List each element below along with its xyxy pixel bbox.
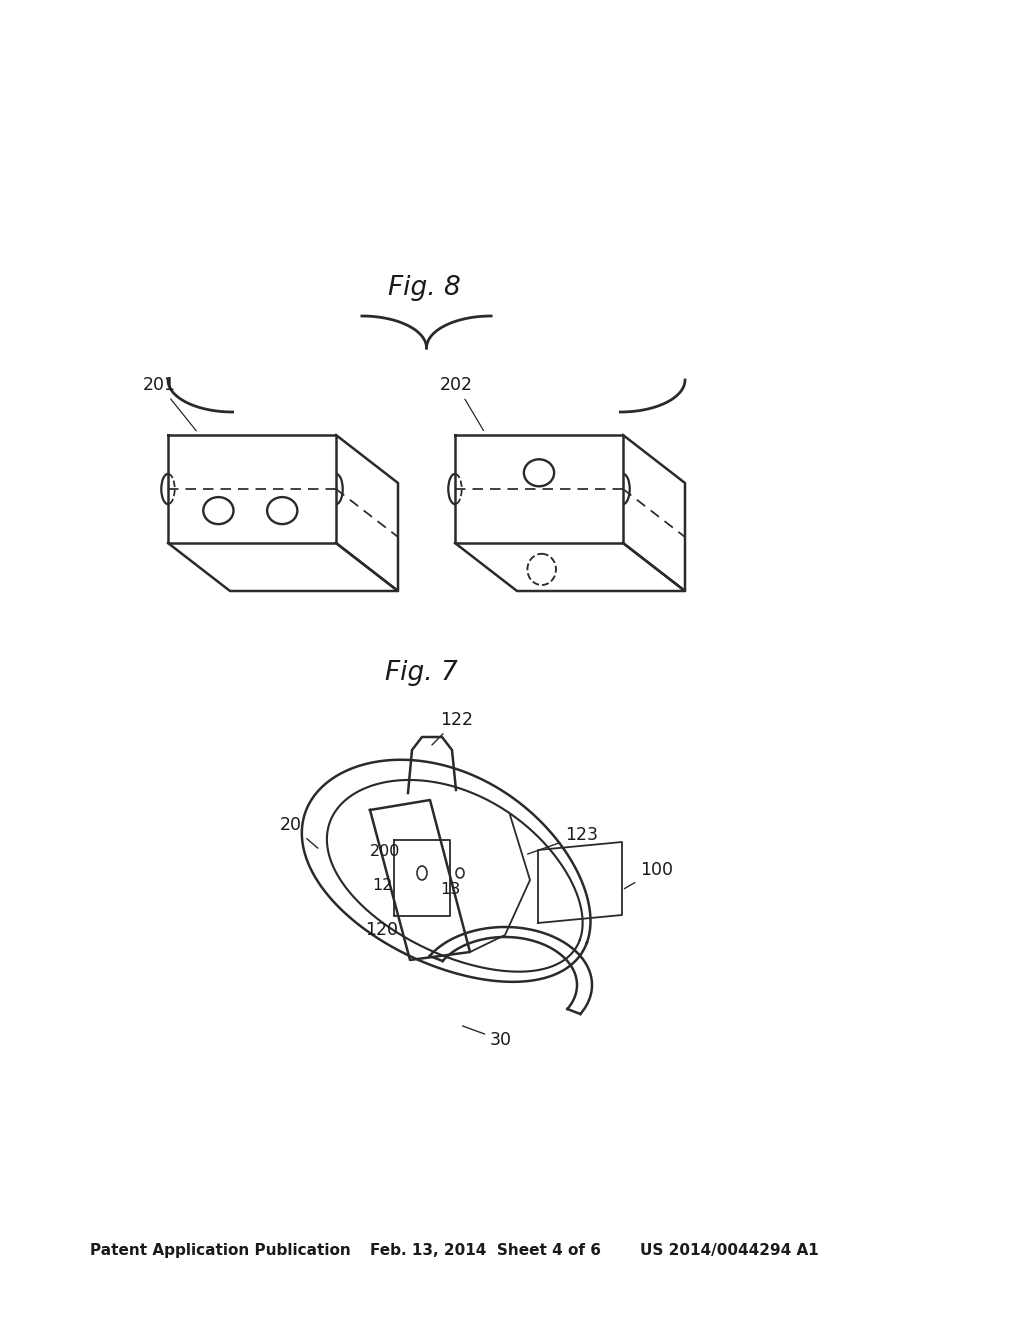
Text: 123: 123: [527, 826, 598, 854]
Text: Patent Application Publication: Patent Application Publication: [90, 1243, 351, 1258]
Text: 13: 13: [440, 882, 460, 898]
Text: 202: 202: [440, 376, 483, 430]
Text: US 2014/0044294 A1: US 2014/0044294 A1: [640, 1243, 819, 1258]
Text: 100: 100: [625, 861, 673, 888]
Text: 30: 30: [463, 1026, 512, 1049]
Text: 20: 20: [280, 816, 317, 849]
Text: Fig. 7: Fig. 7: [385, 660, 458, 686]
Text: 120: 120: [365, 915, 398, 939]
Text: 122: 122: [432, 711, 473, 744]
Text: 201: 201: [143, 376, 197, 430]
Text: Fig. 8: Fig. 8: [388, 275, 461, 301]
Text: 200: 200: [370, 843, 400, 859]
Text: Feb. 13, 2014  Sheet 4 of 6: Feb. 13, 2014 Sheet 4 of 6: [370, 1243, 601, 1258]
Text: 12: 12: [372, 878, 392, 894]
